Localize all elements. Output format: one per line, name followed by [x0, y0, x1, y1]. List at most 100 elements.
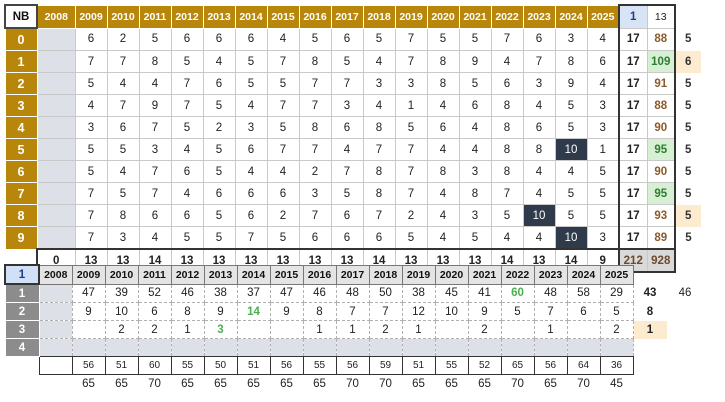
grid-cell: 6	[330, 226, 364, 250]
grid-cell: 4	[170, 138, 204, 161]
row-label: 2	[4, 302, 40, 321]
grid-cell: 7	[266, 94, 300, 117]
grid-cell	[36, 72, 76, 95]
grid-cell: 5	[202, 138, 236, 161]
row-count: 17	[618, 50, 648, 73]
row-extra-2: 46	[678, 287, 692, 300]
grid-cell: 7	[298, 138, 332, 161]
year-header: 2014	[236, 264, 271, 285]
row-count: 17	[618, 72, 648, 95]
grid-cell: 4	[202, 50, 236, 73]
year-header: 2017	[335, 264, 370, 285]
year-header: 2025	[599, 264, 634, 285]
grid-cell: 1	[394, 94, 428, 117]
footer-spacer	[5, 357, 39, 375]
year-header: 2025	[586, 4, 620, 29]
row-label: 3	[4, 320, 40, 339]
footer-cell: 51	[401, 356, 436, 375]
grid-cell: 6	[330, 116, 364, 139]
footer-cell: 70	[577, 377, 590, 390]
grid-cell: 3	[106, 226, 140, 250]
row-extra: 5	[685, 187, 692, 200]
grid-cell: 5	[266, 72, 300, 95]
footer-row-1: 56 51 60 55 50 51 56 55 56 59 51 55 52 6…	[5, 356, 703, 375]
year-header: 2024	[566, 264, 601, 285]
grid-cell: 5	[234, 50, 268, 73]
grid-cell	[36, 138, 76, 161]
row-label: 4	[4, 338, 40, 357]
grid-cell: 10	[104, 302, 139, 321]
grid-cell: 5	[266, 226, 300, 250]
footer-cell: 65	[412, 377, 425, 390]
row-label: 7	[4, 182, 38, 205]
grid-cell: 6	[170, 27, 204, 51]
grid-cell: 9	[138, 94, 172, 117]
grid-cell: 37	[236, 283, 271, 303]
grid-cell: 5	[554, 182, 588, 205]
grid-cell	[36, 50, 76, 73]
grid-cell: 8	[490, 138, 524, 161]
row-label: 2	[4, 72, 38, 95]
grid-cell: 4	[234, 160, 268, 183]
col-b-header: 13	[646, 4, 676, 29]
footer-spacer	[5, 375, 39, 393]
grid-cell	[434, 320, 469, 339]
table-row: 3 4 7 9 7 5 4 7 7 3 4 1 4 6 8 4 5 3 17 88 5	[4, 94, 701, 117]
row-label: 6	[4, 160, 38, 183]
grid-cell	[236, 320, 271, 339]
grid-cell: 7	[330, 160, 364, 183]
grid-cell: 60	[500, 283, 535, 303]
year-header: 2012	[170, 264, 205, 285]
grid-cell: 6	[426, 116, 460, 139]
grid-cell: 5	[586, 204, 620, 227]
row-total: 88	[646, 27, 676, 51]
grid-cell: 7	[170, 94, 204, 117]
grid-cell: 7	[74, 204, 108, 227]
grid-cell: 6	[106, 116, 140, 139]
grid-cell: 4	[554, 160, 588, 183]
grid-cell	[137, 338, 172, 357]
grid-cell: 3	[586, 116, 620, 139]
grid-cell	[566, 320, 601, 339]
row-count: 17	[618, 226, 648, 250]
grid-cell	[71, 338, 106, 357]
corner-cell: 1	[4, 264, 40, 285]
grid-cell: 4	[266, 160, 300, 183]
row-total: 93	[646, 204, 676, 227]
grid-cell: 3	[394, 72, 428, 95]
grid-cell: 9	[71, 302, 106, 321]
grid-cell: 8	[170, 302, 205, 321]
grid-cell: 2	[104, 320, 139, 339]
footer-cell: 50	[203, 356, 238, 375]
table-row: 1 47 39 52 46 38 37 47 46 48 50 38 45 41 60 48 58 29 43 46	[4, 283, 703, 303]
grid-cell	[533, 338, 568, 357]
grid-cell: 48	[335, 283, 370, 303]
grid-cell: 9	[458, 50, 492, 73]
grid-cell: 7	[138, 116, 172, 139]
table-row: 6 5 4 7 6 5 4 4 2 7 8 7 8 3 8 4 4 5 17 90 5	[4, 160, 701, 183]
grid-cell: 5	[500, 302, 535, 321]
spacer	[667, 357, 703, 375]
year-header: 2019	[401, 264, 436, 285]
grid-cell: 1	[533, 320, 568, 339]
table-row: 9 7 3 4 5 5 7 5 6 6 6 5 4 5 4 4 10 3 17 89 5	[4, 226, 701, 250]
grid-cell: 8	[106, 204, 140, 227]
grid-cell: 2	[106, 27, 140, 51]
grid-cell: 4	[266, 27, 300, 51]
grid-cell	[36, 204, 76, 227]
grid-cell	[38, 302, 73, 321]
grid-cell: 7	[522, 50, 556, 73]
footer-cell: 70	[379, 377, 392, 390]
grid-cell: 10	[522, 204, 556, 227]
grid-cell: 3	[458, 204, 492, 227]
grid-cell: 6	[202, 72, 236, 95]
grid-cell: 8	[362, 116, 396, 139]
row-extra	[633, 339, 667, 357]
grid-cell	[38, 338, 73, 357]
grid-cell: 6	[234, 27, 268, 51]
grid-cell: 3	[362, 72, 396, 95]
grid-cell: 8	[298, 50, 332, 73]
grid-cell: 10	[554, 138, 588, 161]
table-row: 2 5 4 4 7 6 5 5 7 7 3 3 8 5 6 3 9 4 17 91 5	[4, 72, 701, 95]
grid-cell: 7	[234, 226, 268, 250]
